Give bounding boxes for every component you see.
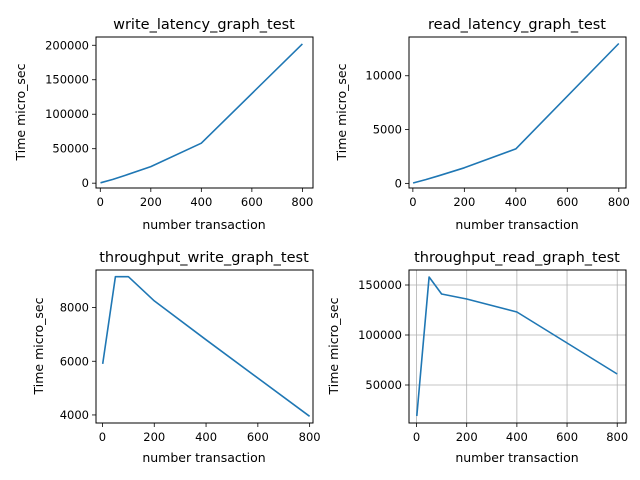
x-axis-label: number transaction: [142, 217, 265, 232]
subplot-title: write_latency_graph_test: [113, 17, 295, 33]
y-tick-label: 150000: [358, 278, 402, 292]
plot-area: [95, 269, 314, 424]
subplot-title: read_latency_graph_test: [428, 17, 606, 33]
plot-area: [408, 269, 627, 424]
x-axis-label: number transaction: [455, 217, 578, 232]
x-tick-label: 200: [456, 430, 478, 444]
y-tick-label: 10000: [365, 69, 402, 83]
series-line: [416, 276, 618, 417]
y-tick-label: 4000: [60, 408, 89, 422]
y-tick-label: 5000: [373, 123, 402, 137]
x-axis-label: number transaction: [142, 450, 265, 465]
y-tick-label: 8000: [60, 301, 89, 315]
series-line: [101, 275, 311, 417]
x-tick-label: 400: [506, 430, 528, 444]
x-tick-label: 600: [556, 430, 578, 444]
y-tick-label: 150000: [45, 73, 89, 87]
y-axis-label: Time micro_sec: [31, 297, 46, 395]
x-tick-label: 800: [606, 430, 628, 444]
y-tick-label: 100000: [45, 107, 89, 121]
x-tick-label: 200: [143, 430, 165, 444]
y-tick-label: 200000: [45, 38, 89, 52]
series-line: [412, 42, 620, 184]
x-tick-label: 0: [409, 195, 416, 209]
x-tick-label: 800: [299, 430, 321, 444]
x-tick-label: 600: [247, 430, 269, 444]
y-tick-label: 0: [395, 176, 402, 190]
y-tick-label: 50000: [365, 378, 402, 392]
subplot-title: throughput_write_graph_test: [99, 250, 309, 266]
x-tick-label: 800: [291, 195, 313, 209]
x-tick-label: 600: [241, 195, 263, 209]
x-tick-label: 200: [453, 195, 475, 209]
plot-area: [408, 36, 627, 189]
x-tick-label: 0: [413, 430, 420, 444]
subplot-write-latency: write_latency_graph_test 0 200 400 600 800 0 5…: [13, 17, 314, 232]
x-tick-label: 0: [97, 195, 104, 209]
subplot-title: throughput_read_graph_test: [414, 250, 620, 266]
y-tick-label: 0: [82, 176, 89, 190]
y-axis-label: Time micro_sec: [334, 63, 349, 161]
y-axis-label: Time micro_sec: [13, 63, 28, 161]
x-tick-label: 0: [99, 430, 106, 444]
x-tick-label: 600: [556, 195, 578, 209]
x-tick-label: 400: [190, 195, 212, 209]
subplot-throughput-write: throughput_write_graph_test 0 200 400 600 80…: [31, 250, 321, 465]
subplot-throughput-read: throughput_read_graph_test 0 200 400 600 800…: [326, 250, 628, 465]
y-axis-label: Time micro_sec: [326, 297, 341, 395]
x-axis-label: number transaction: [455, 450, 578, 465]
x-tick-label: 400: [505, 195, 527, 209]
y-tick-label: 100000: [358, 328, 402, 342]
y-tick-label: 50000: [52, 142, 89, 156]
series-line: [100, 43, 303, 184]
x-tick-label: 400: [195, 430, 217, 444]
x-tick-label: 200: [140, 195, 162, 209]
subplot-read-latency: read_latency_graph_test 0 200 400 600 800 0 50…: [334, 17, 630, 232]
y-tick-label: 6000: [60, 354, 89, 368]
x-tick-label: 800: [608, 195, 630, 209]
plot-area: [95, 36, 314, 189]
